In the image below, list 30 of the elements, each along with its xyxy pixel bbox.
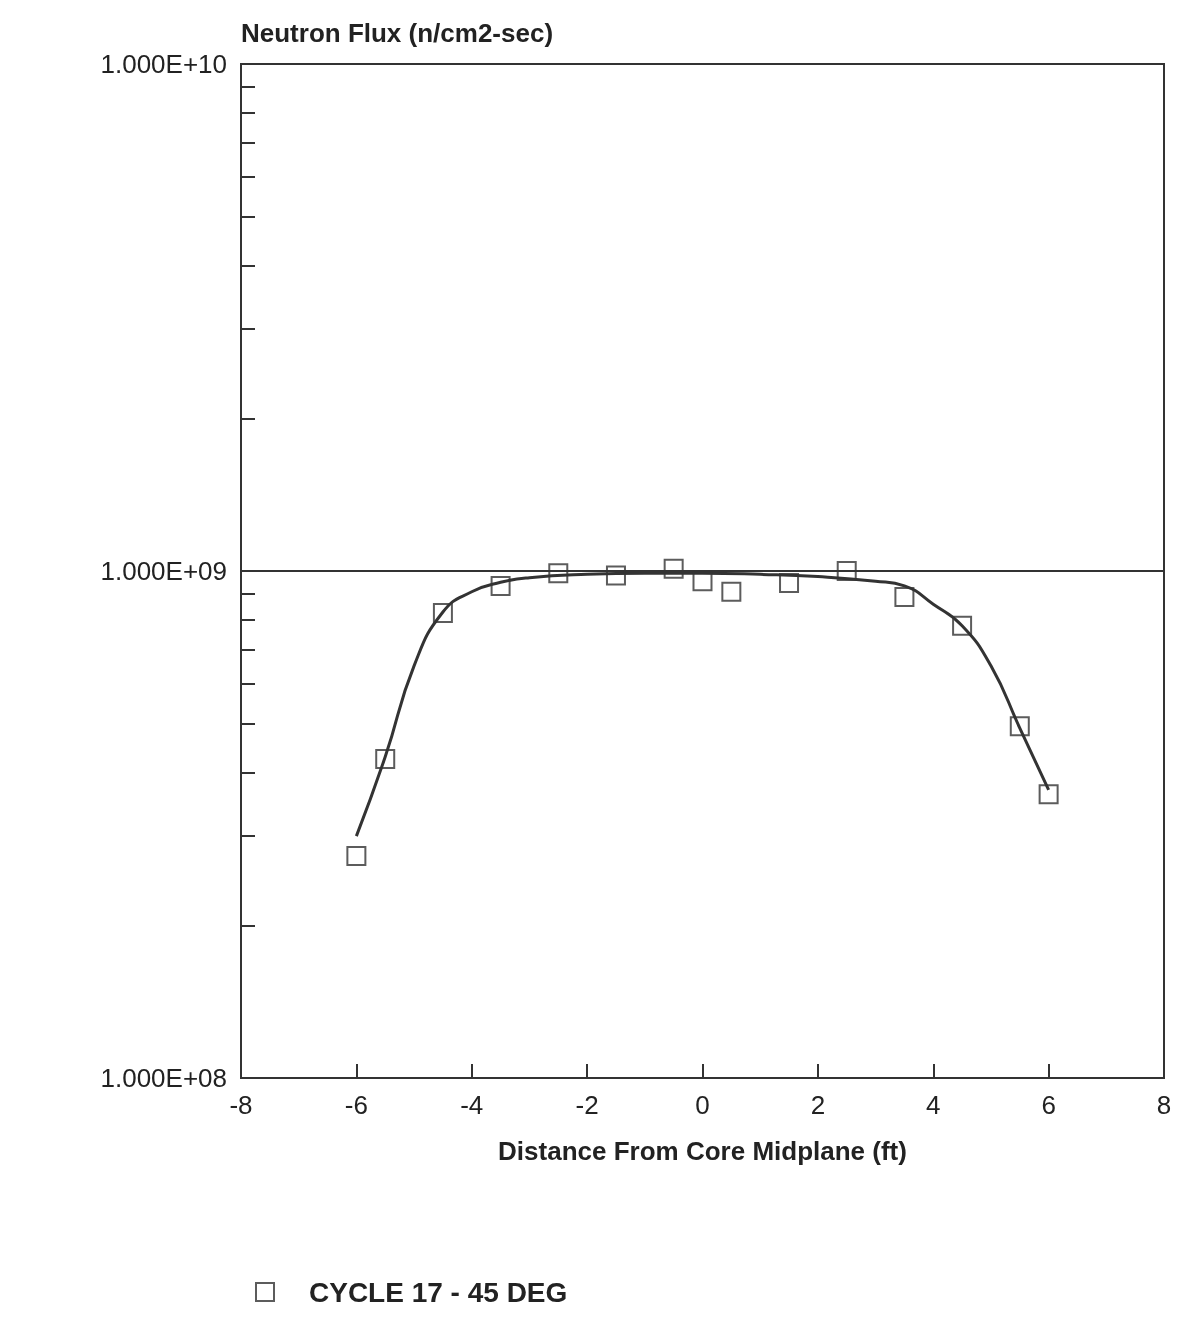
- point: [548, 563, 569, 584]
- point: [432, 603, 453, 624]
- x-tick-label: -2: [575, 1090, 599, 1120]
- x-tick-label: 8: [1156, 1090, 1172, 1120]
- y-tick-label: 1.000E+09: [100, 556, 227, 586]
- point: [894, 586, 915, 607]
- point: [490, 576, 511, 597]
- x-tick-label: -4: [460, 1090, 484, 1120]
- x-tick-label: 0: [695, 1090, 710, 1120]
- x-tick-label: -6: [344, 1090, 368, 1120]
- point: [779, 572, 800, 593]
- x-tick-label: 6: [1041, 1090, 1056, 1120]
- point: [952, 615, 973, 636]
- point: [721, 581, 742, 602]
- x-tick-label: 2: [810, 1090, 826, 1120]
- point: [692, 571, 713, 592]
- x-tick-label: -8: [229, 1090, 253, 1120]
- y-tick-label: 1.000E+10: [100, 49, 227, 79]
- point: [1038, 784, 1059, 805]
- x-axis-title: Distance From Core Midplane (ft): [498, 1136, 907, 1166]
- point: [663, 558, 684, 579]
- point: [1009, 716, 1030, 737]
- point: [346, 846, 367, 867]
- y-tick-label: 1.000E+08: [100, 1063, 227, 1093]
- y-axis-title: Neutron Flux (n/cm2-sec): [241, 18, 554, 48]
- x-tick-label: 4: [926, 1090, 941, 1120]
- point: [375, 748, 396, 769]
- legend-label: CYCLE 17 - 45 DEG: [309, 1276, 568, 1308]
- point: [836, 561, 857, 581]
- point: [605, 565, 626, 586]
